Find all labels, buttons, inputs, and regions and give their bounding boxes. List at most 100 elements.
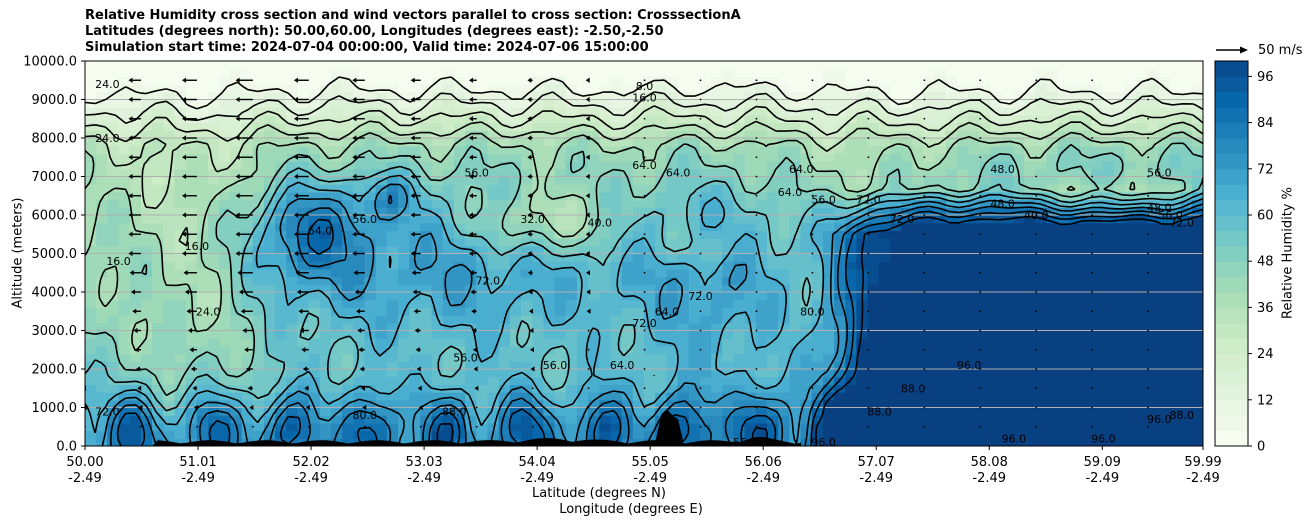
rh-cell xyxy=(834,338,846,347)
rh-cell xyxy=(252,299,265,308)
rh-cell xyxy=(431,369,444,378)
rh-cell xyxy=(1068,292,1081,301)
rh-cell xyxy=(442,207,455,216)
rh-cell xyxy=(207,361,220,370)
rh-cell xyxy=(152,76,164,85)
rh-cell xyxy=(934,415,947,424)
rh-cell xyxy=(286,145,299,154)
rh-cell xyxy=(644,292,656,301)
rh-cell xyxy=(107,168,120,178)
rh-cell xyxy=(722,253,735,262)
rh-cell xyxy=(934,222,947,231)
rh-cell xyxy=(666,161,679,170)
rh-cell xyxy=(878,276,891,285)
rh-cell xyxy=(163,292,176,301)
rh-cell xyxy=(353,245,366,255)
rh-cell xyxy=(375,399,388,409)
rh-cell xyxy=(297,261,310,270)
rh-cell xyxy=(644,99,656,108)
rh-cell xyxy=(1191,99,1203,108)
rh-cell xyxy=(1046,84,1059,93)
rh-cell xyxy=(822,268,835,278)
rh-cell xyxy=(588,145,600,154)
rh-cell xyxy=(778,307,790,316)
rh-cell xyxy=(543,284,556,293)
rh-cell xyxy=(766,345,779,355)
rh-cell xyxy=(386,138,399,147)
rh-cell xyxy=(912,253,925,262)
rh-cell xyxy=(1169,353,1182,362)
rh-cell xyxy=(230,369,243,378)
rh-cell xyxy=(867,307,880,316)
rh-cell xyxy=(398,107,410,116)
rh-cell xyxy=(789,330,802,339)
rh-cell xyxy=(610,168,623,178)
rh-cell xyxy=(152,91,164,101)
rh-cell xyxy=(912,207,925,216)
rh-cell xyxy=(666,145,679,154)
rh-cell xyxy=(1135,299,1148,308)
rh-cell xyxy=(420,176,433,185)
rh-cell xyxy=(487,84,500,93)
rh-cell xyxy=(1035,238,1048,247)
rh-cell xyxy=(945,345,958,355)
rh-cell xyxy=(856,99,869,108)
rh-cell xyxy=(1057,261,1070,270)
rh-cell xyxy=(1057,415,1070,424)
rh-cell xyxy=(789,61,802,70)
rh-cell xyxy=(509,376,522,385)
rh-cell xyxy=(1180,245,1193,255)
rh-cell xyxy=(957,353,969,362)
rh-cell xyxy=(241,392,254,401)
rh-cell xyxy=(923,61,936,70)
rh-cell xyxy=(509,168,522,178)
rh-cell xyxy=(498,199,511,208)
rh-cell xyxy=(85,245,97,255)
rh-cell xyxy=(722,376,735,385)
rh-cell xyxy=(822,438,835,446)
rh-cell xyxy=(565,430,578,439)
rh-cell xyxy=(353,130,366,139)
rh-cell xyxy=(219,107,231,116)
rh-cell xyxy=(1102,430,1115,439)
rh-cell xyxy=(923,369,936,378)
rh-cell xyxy=(498,376,511,385)
rh-cell xyxy=(878,384,891,393)
rh-cell xyxy=(588,292,600,301)
rh-cell xyxy=(957,392,969,401)
rh-cell xyxy=(576,122,589,131)
rh-cell xyxy=(185,261,198,270)
rh-cell xyxy=(543,392,556,401)
rh-cell xyxy=(476,238,489,247)
rh-cell xyxy=(990,284,1003,293)
rh-cell xyxy=(1147,161,1159,170)
rh-cell xyxy=(968,68,980,77)
rh-cell xyxy=(1068,392,1081,401)
rh-cell xyxy=(834,322,846,332)
rh-cell xyxy=(1158,138,1171,147)
rh-cell xyxy=(409,353,421,362)
rh-cell xyxy=(420,191,433,201)
rh-cell xyxy=(420,322,433,332)
rh-cell xyxy=(1191,345,1203,355)
rh-cell xyxy=(655,84,667,93)
rh-cell xyxy=(420,292,433,301)
rh-cell xyxy=(319,422,332,432)
rh-cell xyxy=(1024,138,1036,147)
rh-cell xyxy=(163,407,176,416)
rh-cell xyxy=(1091,107,1103,116)
rh-cell xyxy=(766,253,779,262)
rh-cell xyxy=(465,68,477,77)
rh-cell xyxy=(386,330,399,339)
rh-cell xyxy=(811,384,824,393)
rh-cell xyxy=(1180,191,1193,201)
rh-cell xyxy=(1035,114,1048,124)
rh-cell xyxy=(711,392,723,401)
rh-cell xyxy=(912,238,925,247)
rh-cell xyxy=(599,415,612,424)
rh-cell xyxy=(923,407,936,416)
rh-cell xyxy=(118,130,131,139)
rh-cell xyxy=(733,384,746,393)
rh-cell xyxy=(219,299,231,308)
rh-cell xyxy=(219,199,231,208)
